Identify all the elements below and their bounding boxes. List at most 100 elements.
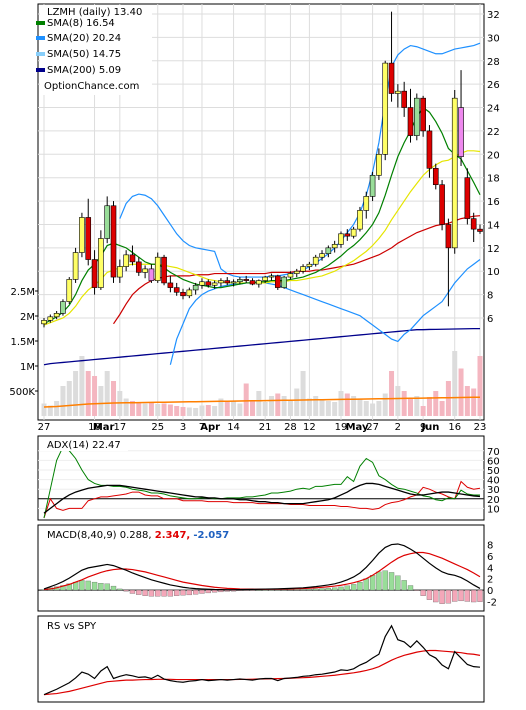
candle-body	[243, 279, 250, 281]
volume-bar	[376, 401, 382, 416]
candle-body	[281, 276, 287, 288]
volume-bar	[306, 398, 312, 416]
volume-bar	[471, 388, 477, 416]
macd-histogram-bar	[357, 581, 363, 591]
candle-body	[117, 266, 123, 278]
macd-histogram-bar	[117, 588, 123, 591]
macd-histogram-bar	[136, 589, 142, 595]
candle-body	[123, 254, 129, 267]
macd-histogram-bar	[376, 571, 382, 591]
macd-histogram-bar	[205, 589, 211, 594]
volume-bar	[60, 386, 66, 416]
volume-bar	[243, 383, 249, 416]
volume-bar	[161, 403, 167, 416]
macd-histogram-bar	[161, 589, 167, 597]
candle-body	[161, 256, 167, 284]
macd-tick-label: -2	[487, 597, 497, 608]
volume-bar	[420, 406, 426, 416]
rs-line	[43, 624, 481, 696]
macd-histogram-bar	[325, 588, 331, 591]
candle-body	[477, 228, 483, 232]
volume-bar	[250, 401, 256, 416]
macd-histogram-bar	[344, 585, 350, 591]
macd-histogram-bar	[433, 589, 439, 603]
candle-body	[60, 301, 66, 314]
candle-body	[420, 97, 426, 132]
volume-bar	[294, 388, 300, 416]
candle-body	[135, 261, 142, 273]
volume-bar	[218, 398, 224, 416]
macd-histogram-bar	[407, 585, 414, 591]
plus-di-line	[43, 446, 480, 519]
volume-bar	[287, 401, 293, 416]
price-tick-label: 12	[487, 244, 500, 255]
volume-bar	[325, 401, 331, 416]
candle-body	[72, 252, 79, 280]
adx-label: ADX(14) 22.47	[40, 438, 128, 451]
candle-body	[41, 320, 47, 325]
candle-body	[363, 196, 370, 211]
candle-body	[331, 244, 338, 249]
volume-tick-label: 2M	[20, 312, 35, 323]
candle-body	[237, 279, 243, 283]
adx-tick-label: 10	[487, 504, 500, 515]
volume-bar	[123, 398, 129, 416]
legend-sma50: SMA(50) 14.75	[47, 49, 121, 60]
candle-body	[306, 263, 313, 267]
macd-histogram-bar	[123, 589, 129, 592]
candle-body	[53, 313, 60, 318]
candle-body	[154, 256, 161, 281]
candle-body	[432, 168, 439, 186]
macd-histogram-bar	[142, 589, 148, 596]
volume-tick-label: 500K	[9, 387, 35, 398]
macd-histogram-bar	[294, 589, 300, 591]
volume-bar	[205, 405, 211, 416]
macd-histogram-bar	[104, 583, 110, 591]
macd-histogram-bar	[439, 589, 445, 604]
macd-histogram-bar	[464, 589, 471, 602]
volume-ma-line	[43, 396, 481, 408]
macd-histogram-bar	[382, 570, 388, 591]
candle-body	[79, 217, 85, 253]
candle-body	[344, 233, 351, 237]
x-tick-label: 27	[366, 422, 379, 433]
volume-bar	[332, 402, 338, 416]
candle-body	[249, 280, 256, 285]
x-tick-label: 21	[259, 422, 272, 433]
volume-bar	[167, 404, 173, 416]
adx-line	[43, 482, 481, 514]
month-label: Apr	[200, 422, 220, 433]
price-tick-label: 14	[487, 220, 500, 231]
candle-body	[407, 107, 414, 136]
volume-bar	[414, 396, 420, 416]
candle-body	[445, 224, 452, 249]
volume-bar	[439, 401, 445, 416]
macd-histogram-bar	[287, 589, 294, 591]
volume-bar	[382, 393, 388, 416]
volume-bar	[148, 403, 154, 416]
macd-tick-label: 8	[487, 541, 493, 552]
volume-bar	[338, 391, 344, 416]
candle-body	[230, 281, 237, 284]
volume-tick-label: 1M	[20, 362, 35, 373]
candle-body	[388, 62, 395, 94]
legend-swatch-sma50	[36, 52, 45, 56]
candle-body	[369, 175, 376, 197]
candle-body	[470, 218, 477, 230]
x-tick-label: 3	[180, 422, 186, 433]
volume-bar	[344, 393, 350, 416]
candle-body	[47, 316, 54, 321]
volume-bar	[79, 356, 85, 416]
candle-body	[218, 280, 224, 284]
candle-body	[186, 289, 193, 297]
price-tick-label: 8	[487, 291, 493, 302]
x-tick-label: 28	[284, 422, 297, 433]
ticker-label: LZMH (daily) 13.40	[47, 7, 142, 18]
macd-histogram-bar	[110, 585, 117, 591]
candle-body	[224, 280, 231, 284]
macd-label-prefix: MACD(8,40,9) 0.288,	[47, 530, 152, 541]
macd-tick-label: 6	[487, 552, 493, 563]
macd-histogram-bar	[199, 589, 205, 594]
